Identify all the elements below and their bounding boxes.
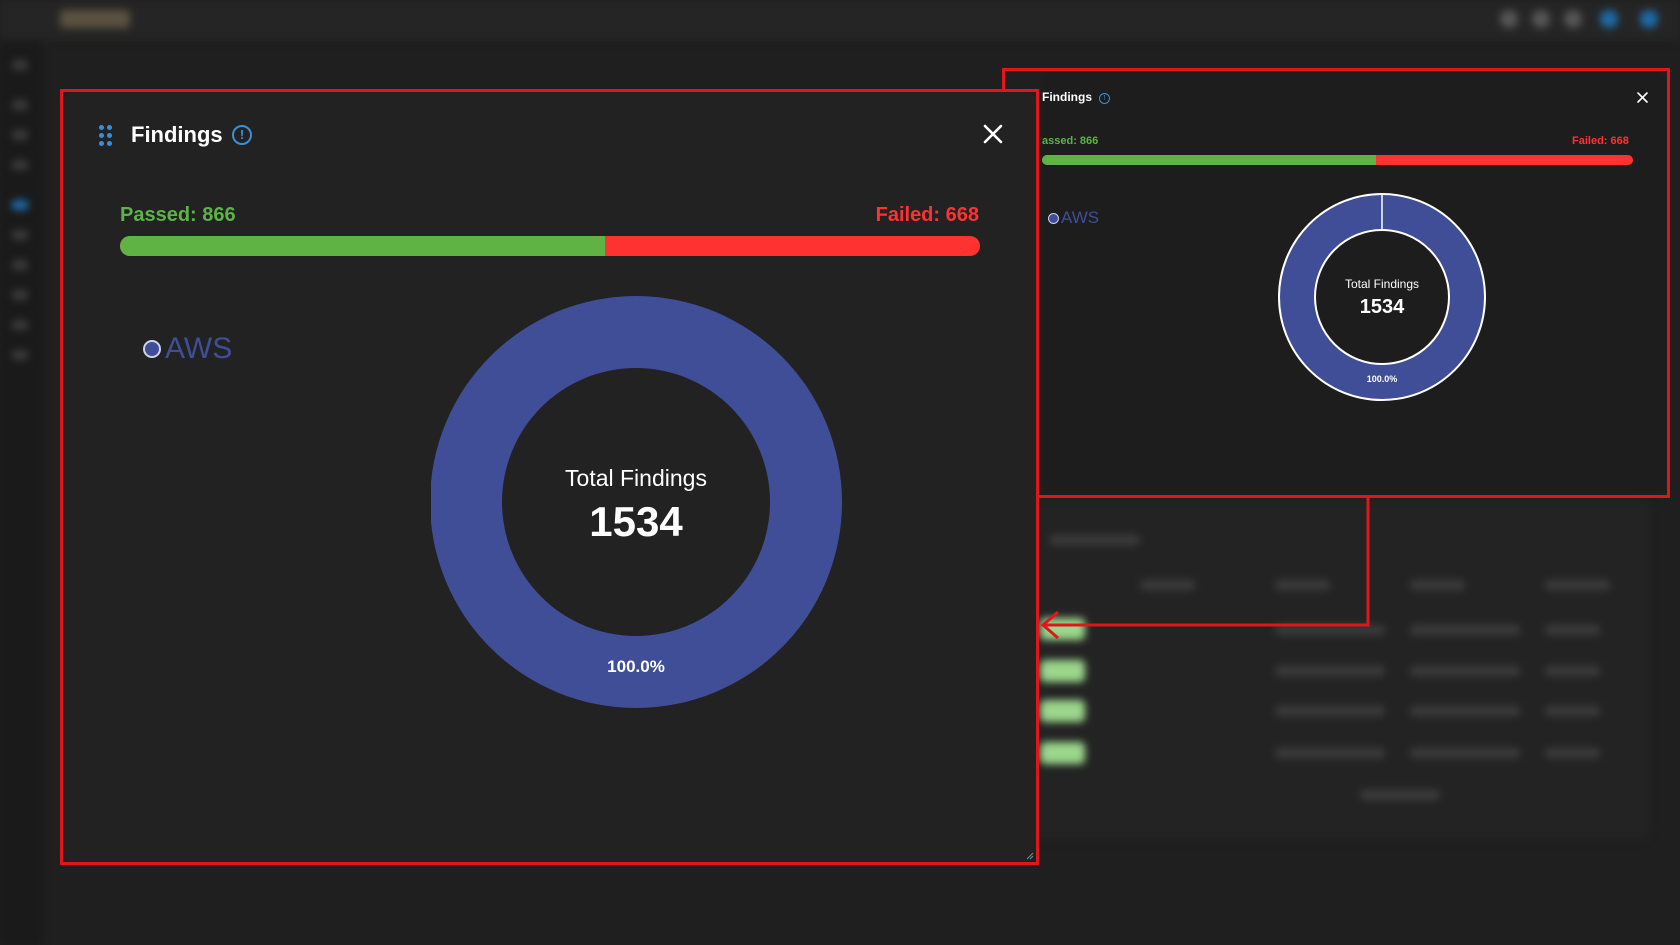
passed-segment bbox=[120, 236, 606, 256]
drag-handle-icon[interactable] bbox=[99, 125, 115, 147]
table-row bbox=[1545, 748, 1600, 758]
legend-marker bbox=[143, 340, 161, 358]
resize-icon[interactable] bbox=[1024, 850, 1034, 860]
table-header-cell bbox=[1140, 580, 1195, 590]
widget-title: Findings bbox=[1042, 90, 1092, 104]
center-value: 1534 bbox=[1360, 296, 1405, 318]
sidebar-item[interactable] bbox=[12, 160, 28, 170]
legend-item-aws[interactable]: AWS bbox=[1048, 208, 1099, 228]
info-icon[interactable]: ! bbox=[232, 125, 252, 145]
legend-label: AWS bbox=[1061, 208, 1100, 227]
user-avatar-icon[interactable] bbox=[1600, 10, 1618, 28]
widget-title: Findings bbox=[131, 122, 223, 147]
settings-icon[interactable] bbox=[1564, 10, 1582, 28]
info-icon[interactable]: ! bbox=[1099, 93, 1110, 104]
table-row bbox=[1545, 706, 1600, 716]
center-title: Total Findings bbox=[565, 465, 707, 491]
table-row bbox=[1545, 666, 1600, 676]
findings-widget: Findings ! Passed: 866 Failed: 668 AWS T… bbox=[63, 92, 1036, 862]
status-badge bbox=[1040, 742, 1085, 764]
donut-hole bbox=[502, 368, 770, 636]
highlight-frame-large bbox=[60, 89, 1039, 865]
sidebar-item[interactable] bbox=[12, 260, 28, 270]
slice-percent-label: 100.0% bbox=[1367, 374, 1398, 384]
sidebar-item[interactable] bbox=[12, 320, 28, 330]
failed-count: Failed: 668 bbox=[875, 204, 979, 226]
table-row bbox=[1275, 748, 1385, 758]
passed-count: Passed: 866 bbox=[120, 204, 236, 226]
failed-count: Failed: 668 bbox=[1572, 135, 1629, 147]
help-icon[interactable] bbox=[1532, 10, 1550, 28]
donut-chart: Total Findings 1534 100.0% bbox=[1278, 193, 1486, 401]
sidebar-item[interactable] bbox=[12, 130, 28, 140]
table-title bbox=[1050, 535, 1140, 545]
table-row bbox=[1410, 625, 1520, 635]
top-bar bbox=[0, 0, 1680, 40]
sidebar-item[interactable] bbox=[12, 350, 28, 360]
center-value: 1534 bbox=[589, 498, 683, 545]
pagination[interactable] bbox=[1360, 790, 1440, 800]
notification-icon[interactable] bbox=[1500, 10, 1518, 28]
slice-percent-label: 100.0% bbox=[607, 657, 665, 676]
legend-label: AWS bbox=[165, 332, 233, 365]
table-header-cell bbox=[1275, 580, 1330, 590]
pass-fail-bar bbox=[120, 236, 980, 256]
table-row bbox=[1275, 666, 1385, 676]
table-row bbox=[1410, 706, 1520, 716]
pass-fail-bar bbox=[1042, 155, 1633, 165]
table-row bbox=[1410, 748, 1520, 758]
passed-count: assed: 866 bbox=[1042, 135, 1099, 147]
sidebar-item[interactable] bbox=[12, 230, 28, 240]
sidebar-item[interactable] bbox=[12, 60, 28, 70]
table-row bbox=[1410, 666, 1520, 676]
passed-segment bbox=[1042, 155, 1376, 165]
findings-widget-small: Findings ! assed: 866 Failed: 668 AWS To… bbox=[1042, 72, 1666, 492]
profile-icon[interactable] bbox=[1640, 10, 1658, 28]
logo bbox=[60, 10, 130, 28]
table-row bbox=[1275, 625, 1385, 635]
sidebar bbox=[0, 40, 42, 945]
legend-marker bbox=[1048, 212, 1059, 224]
close-icon[interactable] bbox=[1636, 91, 1649, 104]
donut-chart: Total Findings 1534 100.0% bbox=[431, 296, 842, 708]
close-icon[interactable] bbox=[981, 122, 1005, 146]
legend-item-aws[interactable]: AWS bbox=[143, 332, 232, 366]
table-header-cell bbox=[1545, 580, 1610, 590]
sidebar-item[interactable] bbox=[12, 290, 28, 300]
table-row bbox=[1545, 625, 1600, 635]
table-header-cell bbox=[1410, 580, 1465, 590]
arrow-head-icon bbox=[1040, 610, 1059, 640]
status-badge bbox=[1040, 660, 1085, 682]
status-badge bbox=[1040, 700, 1085, 722]
center-title: Total Findings bbox=[1345, 277, 1419, 291]
sidebar-item-active[interactable] bbox=[12, 200, 28, 210]
table-row bbox=[1275, 706, 1385, 716]
sidebar-item[interactable] bbox=[12, 100, 28, 110]
